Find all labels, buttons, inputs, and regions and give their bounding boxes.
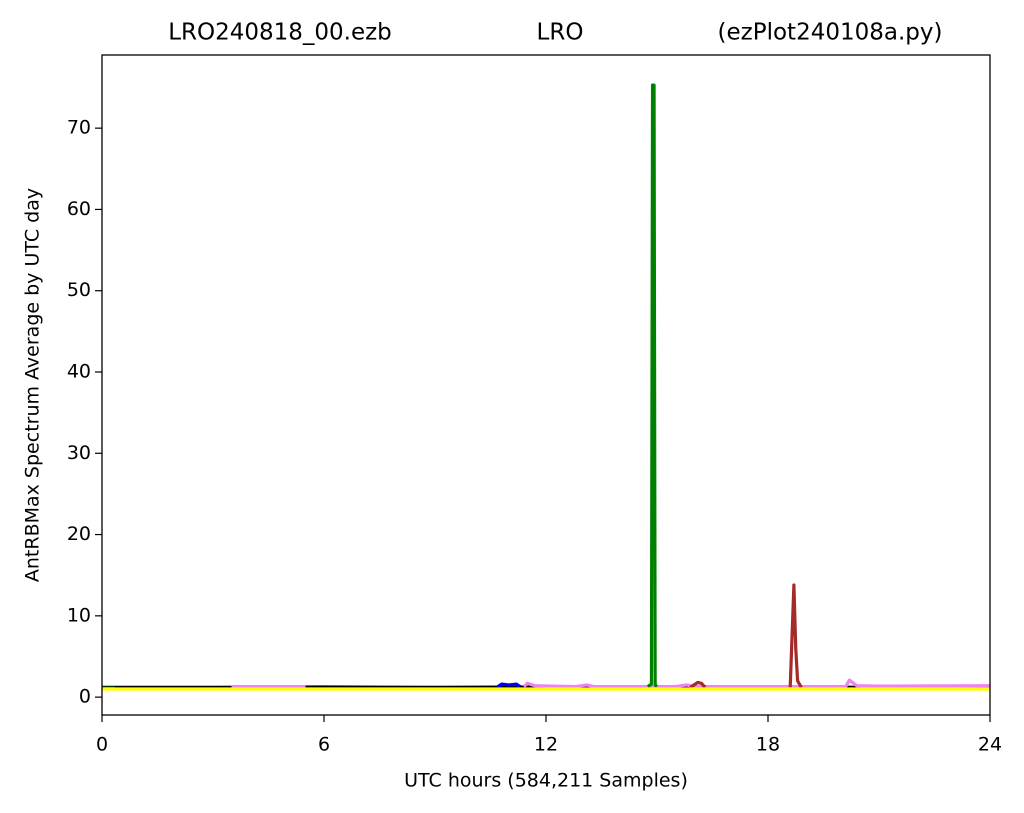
x-tick-label: 24 [978,734,1002,756]
y-axis-label: AntRBMax Spectrum Average by UTC day [22,188,44,582]
y-tick-label: 30 [67,442,91,464]
y-tick-label: 10 [67,604,91,626]
series-line [689,583,803,689]
y-tick-label: 0 [79,686,91,708]
x-tick-label: 18 [756,734,780,756]
plot-area [102,83,991,691]
chart-title: LRO240818_00.ezb [168,20,392,46]
y-tick-label: 60 [67,198,91,220]
chart-title: LRO [537,20,584,46]
series-line [231,678,991,689]
x-tick-label: 6 [318,734,330,756]
x-axis-label: UTC hours (584,211 Samples) [404,770,688,792]
series-line [497,682,521,688]
y-tick-label: 40 [67,360,91,382]
x-tick-label: 12 [534,734,558,756]
chart-title: (ezPlot240108a.py) [718,20,943,46]
y-tick-label: 50 [67,279,91,301]
y-tick-label: 20 [67,523,91,545]
x-tick-label: 0 [96,734,108,756]
y-tick-label: 70 [67,117,91,139]
